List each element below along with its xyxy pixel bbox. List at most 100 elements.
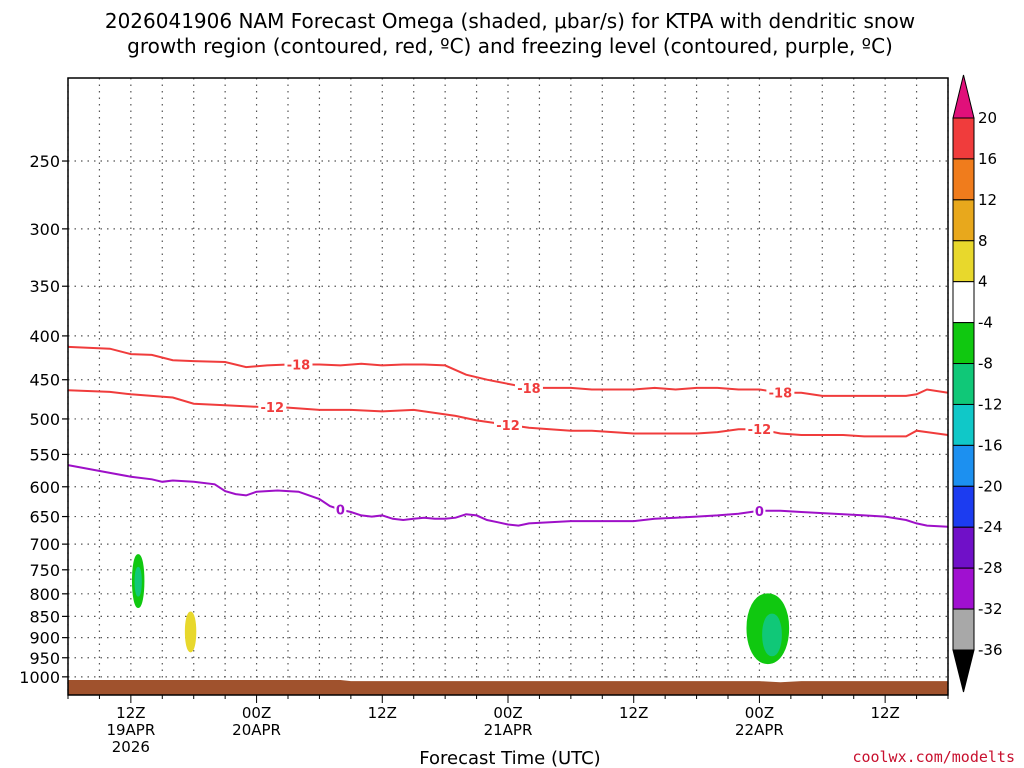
y-tick-label: 350 (29, 277, 60, 296)
x-tick-label: 12Z 19APR 2026 (106, 704, 155, 756)
x-tick-label: 00Z 22APR (735, 704, 784, 739)
x-tick-label: 00Z 21APR (484, 704, 533, 739)
y-tick-label: 750 (29, 561, 60, 580)
colorbar-bin (952, 567, 975, 610)
x-tick-label-line: 00Z (493, 704, 522, 722)
x-tick-label: 00Z 20APR (232, 704, 281, 739)
contour-label-bg (258, 400, 287, 415)
contour-label-bg (514, 380, 543, 395)
plot-background (68, 78, 948, 695)
x-tick-label-line: 20APR (232, 721, 281, 739)
x-tick-label-line: 19APR (106, 721, 155, 739)
y-tick-label: 950 (29, 649, 60, 668)
colorbar-bin (952, 281, 975, 324)
contour-line (67, 389, 949, 438)
colorbar-bin (952, 158, 975, 201)
colorbar-bin (952, 608, 975, 651)
contour-label-bg (494, 417, 522, 432)
y-tick-label: 900 (29, 629, 60, 648)
x-tick-label-line: 12Z (870, 704, 899, 722)
contour-label: -18 (517, 382, 541, 397)
y-tick-label: 650 (29, 508, 60, 527)
contour-label: 0 (336, 504, 345, 519)
x-tick-label-line: 12Z (619, 704, 648, 722)
x-tick-label-line: 00Z (745, 704, 774, 722)
colorbar-label: 8 (978, 232, 988, 250)
colorbar-label: 12 (978, 191, 997, 209)
colorbar-bin (952, 485, 975, 528)
x-tick-label-line: 2026 (112, 738, 150, 756)
omega-region (184, 611, 197, 653)
colorbar-label: -36 (978, 641, 1003, 659)
colorbar-label: 4 (978, 273, 988, 291)
colorbar-label: -24 (978, 518, 1003, 536)
colorbar-label: -8 (978, 355, 993, 373)
colorbar-bin (952, 363, 975, 405)
colorbar-label: 20 (978, 109, 997, 127)
omega-region (134, 566, 142, 597)
plot-area (68, 78, 948, 695)
x-tick-label: 12Z (368, 704, 397, 722)
terrain-fill (67, 680, 949, 696)
y-tick-label: 400 (29, 327, 60, 346)
colorbar-label: -28 (978, 559, 1003, 577)
contour-label: 0 (755, 505, 764, 520)
terrain (67, 680, 949, 696)
y-tick-label: 1000 (19, 668, 60, 687)
x-tick-label-line: 21APR (484, 721, 533, 739)
contour-label: -18 (769, 387, 793, 402)
x-axis-title: Forecast Time (UTC) (419, 748, 600, 768)
colorbar-bin (952, 199, 975, 242)
colorbar-bin (952, 403, 975, 446)
y-tick-label: 700 (29, 535, 60, 554)
colorbar-bin (952, 240, 975, 283)
x-tick-label: 12Z (870, 704, 899, 722)
site-credit: coolwx.com/modelts (852, 748, 1015, 766)
contour-label-bg (284, 357, 313, 372)
contour-label: -12 (261, 401, 285, 416)
contour-line (67, 464, 949, 528)
y-tick-label: 500 (29, 410, 60, 429)
contour-label: -12 (748, 423, 772, 438)
colorbar-label: -4 (978, 314, 993, 332)
y-tick-label: 450 (29, 371, 60, 390)
contour-label-bg (753, 503, 766, 518)
y-tick-label: 300 (29, 220, 60, 239)
y-tick-label: 250 (29, 152, 60, 171)
x-tick-label-line: 12Z (116, 704, 145, 722)
contour-label-bg (334, 502, 347, 517)
title-line-2: growth region (contoured, red, ºC) and f… (127, 34, 893, 58)
y-tick-label: 600 (29, 478, 60, 497)
colorbar: 20 16 12 8 4 -4 -8 -12 -16 -20 -24 -28 -32 -36 (952, 74, 1003, 693)
contour-label: -12 (496, 419, 520, 434)
contour-label: -18 (287, 359, 311, 374)
colorbar-label: -32 (978, 600, 1003, 618)
colorbar-bin (952, 526, 975, 569)
omega-shading (132, 554, 790, 665)
colorbar-bin (952, 117, 975, 160)
y-tick-label: 550 (29, 445, 60, 464)
colorbar-label: -16 (978, 436, 1003, 454)
colorbar-bin (952, 322, 975, 365)
y-axis: 250 300 350 400 450 500 550 600 650 700 750 800 850 9… (19, 152, 68, 687)
colorbar-bin (952, 444, 975, 487)
x-tick-label-line: 12Z (368, 704, 397, 722)
colorbar-label: -20 (978, 477, 1003, 495)
contours: -18 -18 -18 -12 -12 -12 0 0 (67, 345, 949, 528)
y-tick-label: 800 (29, 585, 60, 604)
colorbar-label: -12 (978, 395, 1003, 413)
x-tick-label-line: 22APR (735, 721, 784, 739)
omega-region (762, 613, 782, 657)
x-tick-label: 12Z (619, 704, 648, 722)
colorbar-bottom-arrow (952, 649, 975, 693)
y-tick-label: 850 (29, 607, 60, 626)
title-line-1: 2026041906 NAM Forecast Omega (shaded, μ… (105, 9, 915, 33)
x-tick-label-line: 00Z (242, 704, 271, 722)
colorbar-label: 16 (978, 150, 997, 168)
contour-label-bg (766, 385, 795, 400)
colorbar-top-arrow (952, 74, 975, 119)
gridlines (67, 78, 949, 695)
contour-label-bg (745, 422, 774, 437)
